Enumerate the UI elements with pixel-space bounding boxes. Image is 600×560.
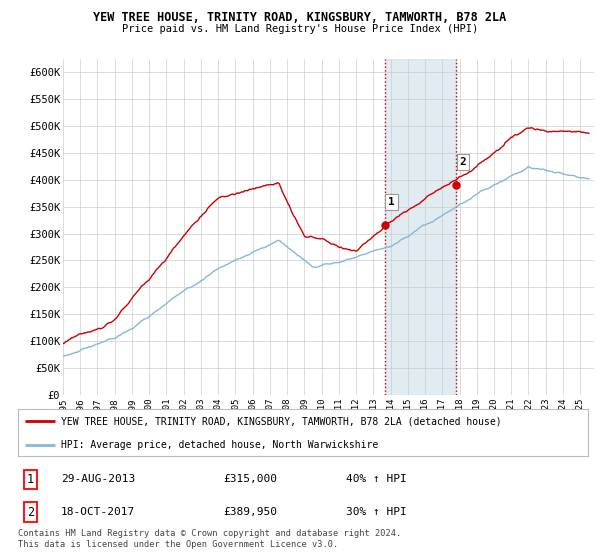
Text: 1: 1 — [388, 197, 395, 207]
Text: £389,950: £389,950 — [223, 507, 277, 517]
Text: Contains HM Land Registry data © Crown copyright and database right 2024.
This d: Contains HM Land Registry data © Crown c… — [18, 529, 401, 549]
Text: Price paid vs. HM Land Registry's House Price Index (HPI): Price paid vs. HM Land Registry's House … — [122, 24, 478, 34]
Text: YEW TREE HOUSE, TRINITY ROAD, KINGSBURY, TAMWORTH, B78 2LA: YEW TREE HOUSE, TRINITY ROAD, KINGSBURY,… — [94, 11, 506, 24]
Text: £315,000: £315,000 — [223, 474, 277, 484]
Bar — [385, 59, 456, 395]
Text: 30% ↑ HPI: 30% ↑ HPI — [346, 507, 407, 517]
Text: 2: 2 — [460, 157, 466, 167]
Text: 1: 1 — [27, 473, 34, 486]
Text: 2: 2 — [27, 506, 34, 519]
Text: 29-AUG-2013: 29-AUG-2013 — [61, 474, 135, 484]
Text: 40% ↑ HPI: 40% ↑ HPI — [346, 474, 407, 484]
Text: YEW TREE HOUSE, TRINITY ROAD, KINGSBURY, TAMWORTH, B78 2LA (detached house): YEW TREE HOUSE, TRINITY ROAD, KINGSBURY,… — [61, 417, 502, 427]
Text: 18-OCT-2017: 18-OCT-2017 — [61, 507, 135, 517]
Text: HPI: Average price, detached house, North Warwickshire: HPI: Average price, detached house, Nort… — [61, 441, 378, 450]
